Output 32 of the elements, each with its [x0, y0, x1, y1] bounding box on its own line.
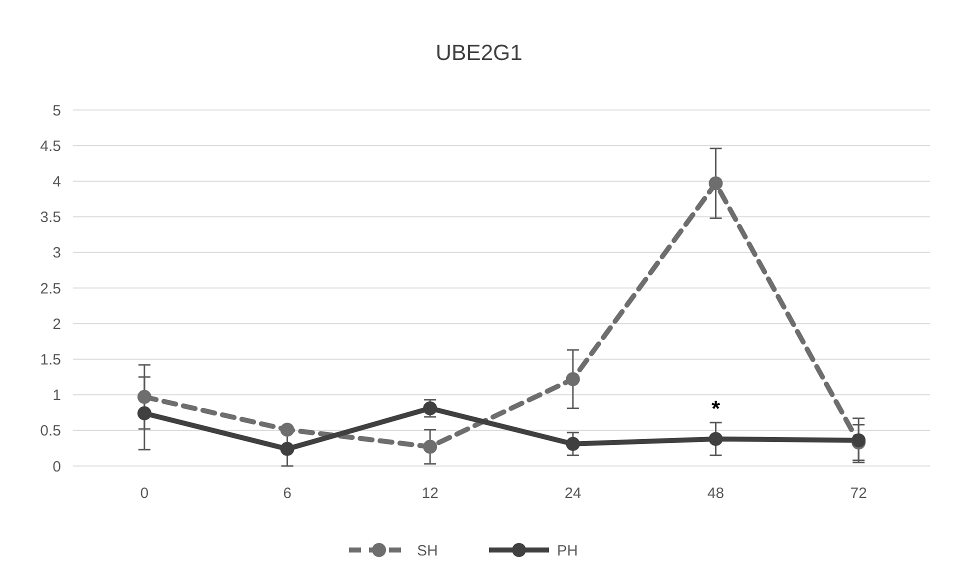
point [566, 436, 580, 451]
x-tick-label: 12 [422, 485, 438, 502]
y-tick-label: 1 [52, 387, 61, 404]
point [280, 422, 294, 437]
x-tick-label: 0 [140, 485, 149, 502]
y-tick-label: 0.5 [40, 422, 61, 440]
y-tick-label: 0 [52, 458, 61, 476]
point [137, 390, 152, 404]
point [708, 432, 723, 446]
point [280, 442, 294, 456]
legend-label: PH [557, 542, 578, 560]
y-tick-label: 1.5 [40, 351, 61, 368]
chart-title: UBE2G1 [436, 40, 522, 65]
x-tick-label: 24 [564, 485, 582, 502]
point [423, 440, 438, 454]
x-tick-label: 6 [283, 485, 292, 502]
y-tick-label: 3 [52, 244, 61, 262]
point [423, 401, 438, 416]
y-tick-label: 2 [52, 316, 61, 333]
x-tick-label: 72 [850, 485, 867, 502]
point [852, 433, 866, 448]
point [137, 406, 152, 420]
y-tick-label: 3.5 [40, 209, 61, 226]
y-tick-label: 4 [52, 173, 61, 190]
y-tick-label: 2.5 [40, 280, 61, 298]
point [566, 372, 580, 386]
annotation: * [711, 396, 720, 421]
legend-label: SH [417, 542, 438, 560]
y-tick-label: 4.5 [40, 138, 61, 155]
x-tick-label: 48 [707, 485, 724, 502]
y-tick-label: 5 [52, 102, 61, 120]
point [708, 176, 723, 190]
